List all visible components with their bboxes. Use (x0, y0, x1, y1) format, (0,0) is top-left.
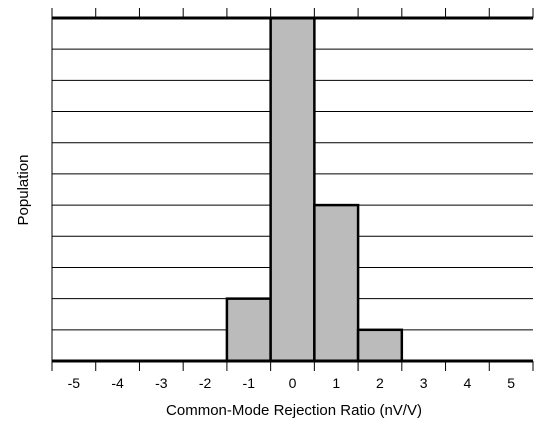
x-tick-label: 1 (332, 375, 340, 391)
x-tick-label: 2 (376, 375, 384, 391)
x-tick-label: 5 (507, 375, 515, 391)
x-tick-label: 3 (420, 375, 428, 391)
x-tick-label: -2 (199, 375, 212, 391)
x-tick-label: -5 (68, 375, 81, 391)
x-tick-label: 0 (289, 375, 297, 391)
histogram-bar (313, 203, 360, 363)
histogram-bar (225, 297, 272, 363)
histogram-bar (356, 328, 404, 363)
histogram-bar (269, 16, 316, 363)
bars (225, 16, 404, 363)
y-axis-label: Population (15, 155, 32, 226)
x-tick-labels: -5 -4 -3 -2 -1 0 1 2 3 4 5 (68, 375, 516, 391)
x-ticks (51, 8, 534, 371)
x-axis-label: Common-Mode Rejection Ratio (nV/V) (166, 402, 422, 419)
plot-frame (51, 16, 533, 363)
x-tick-label: -4 (111, 375, 124, 391)
x-tick-label: 4 (464, 375, 472, 391)
x-tick-label: -1 (243, 375, 256, 391)
x-tick-label: -3 (155, 375, 168, 391)
